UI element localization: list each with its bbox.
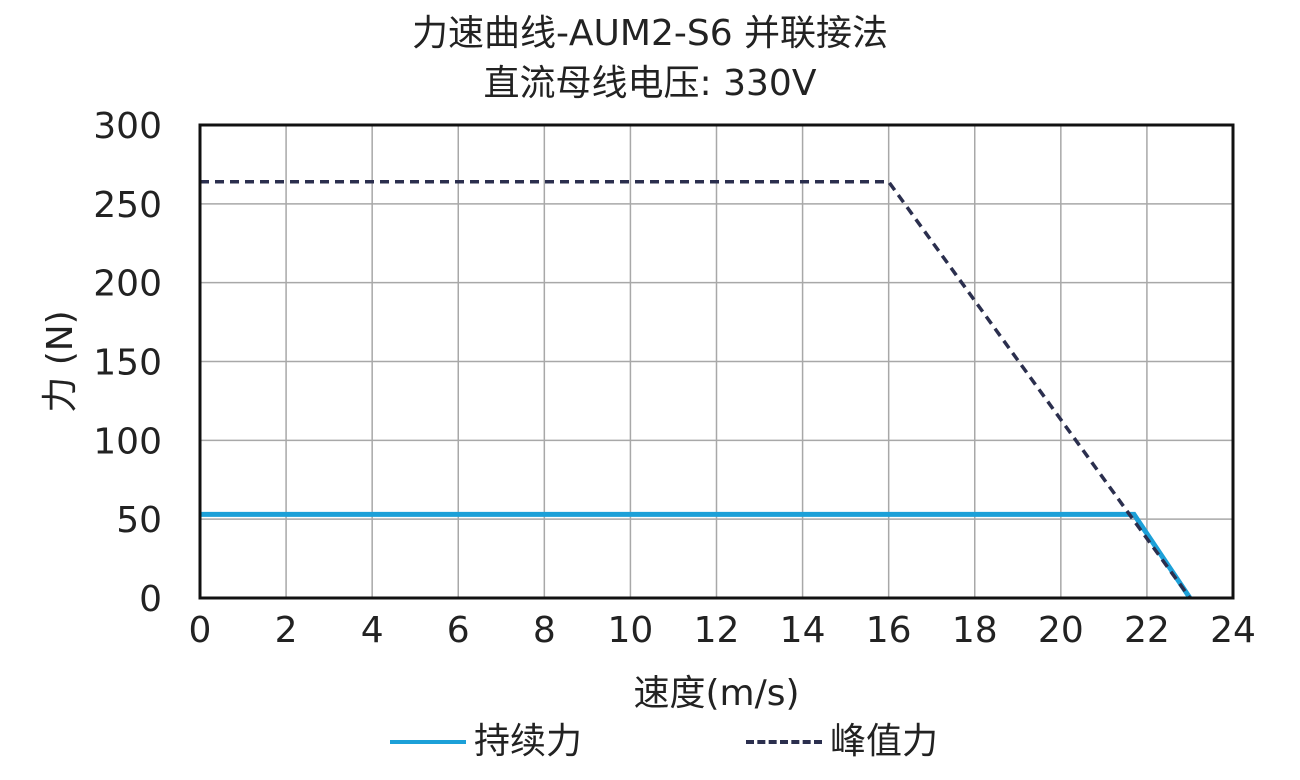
y-axis-label: 力 (N) [40, 310, 81, 412]
y-tick-label: 100 [93, 421, 162, 462]
x-tick-label: 16 [866, 610, 912, 651]
x-tick-label: 2 [275, 610, 298, 651]
chart-subtitle: 直流母线电压: 330V [483, 63, 817, 104]
x-tick-label: 6 [447, 610, 470, 651]
x-tick-label: 14 [780, 610, 826, 651]
y-tick-label: 50 [116, 500, 162, 541]
x-tick-label: 4 [361, 610, 384, 651]
x-tick-label: 0 [189, 610, 212, 651]
y-tick-label: 300 [93, 106, 162, 147]
x-tick-label: 22 [1124, 610, 1170, 651]
x-tick-label: 8 [533, 610, 556, 651]
legend-swatch-peak [746, 740, 822, 744]
series-line-continuous-force [200, 511, 1193, 600]
series-line-peak-force [200, 180, 1192, 600]
x-axis-label: 速度(m/s) [633, 673, 799, 714]
y-tick-label: 250 [93, 185, 162, 226]
legend-swatch-continuous [390, 740, 466, 744]
y-tick-label: 150 [93, 343, 162, 384]
legend-label-continuous: 持续力 [474, 721, 583, 762]
y-tick-label: 200 [93, 264, 162, 305]
x-tick-label: 12 [694, 610, 740, 651]
legend-item-peak: 峰值力 [746, 720, 938, 764]
y-tick-label: 0 [139, 579, 162, 620]
chart-title: 力速曲线-AUM2-S6 并联接法 [411, 13, 889, 54]
x-tick-label: 20 [1038, 610, 1084, 651]
x-tick-label: 24 [1210, 610, 1256, 651]
legend-item-continuous: 持续力 [390, 720, 582, 764]
x-tick-label: 18 [952, 610, 998, 651]
legend-label-peak: 峰值力 [830, 721, 939, 762]
x-tick-label: 10 [608, 610, 654, 651]
plot-frame [198, 123, 1235, 600]
